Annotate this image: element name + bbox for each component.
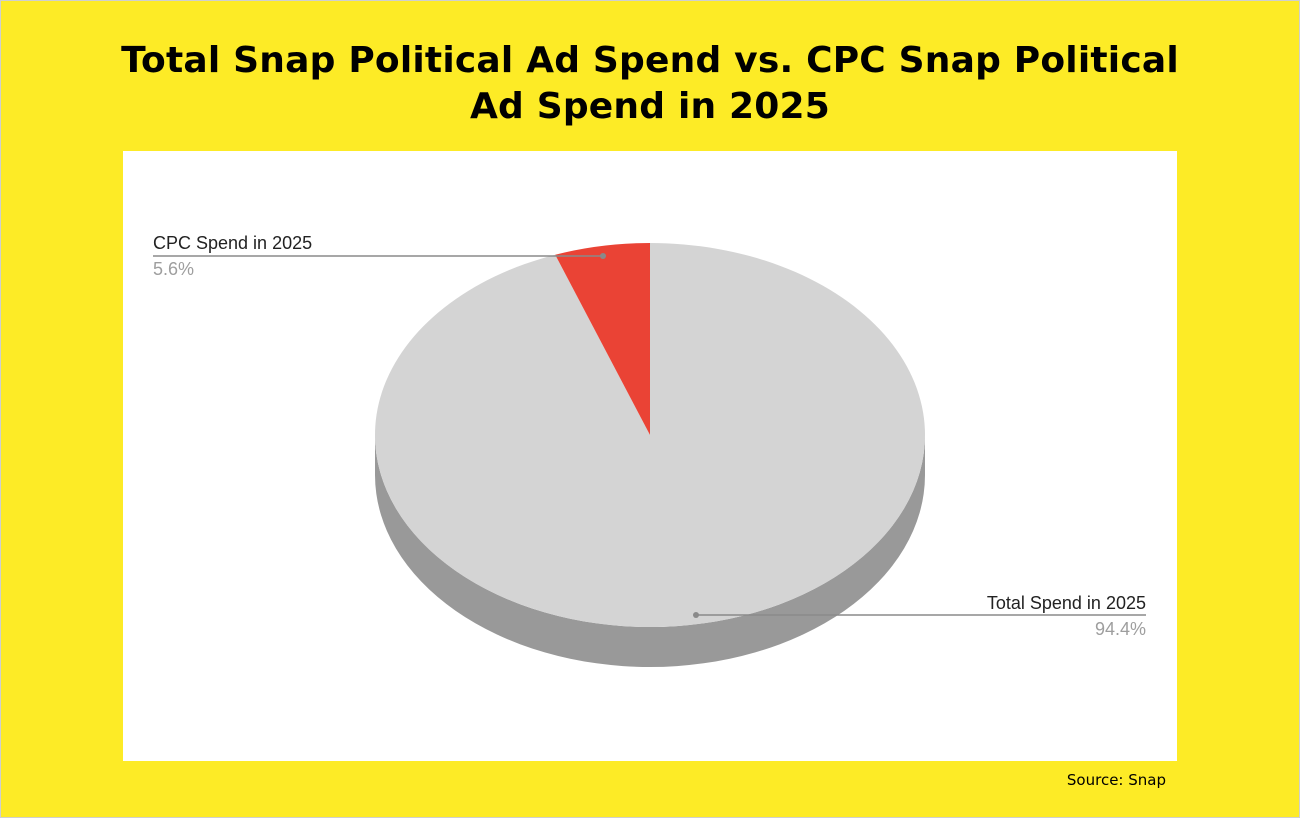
chart-title-line-2: Ad Spend in 2025	[469, 86, 831, 127]
total-leader-dot	[693, 612, 699, 618]
cpc-slice-percent: 5.6%	[153, 259, 194, 279]
pie-slice-cpc-spend	[555, 243, 650, 435]
total-slice-percent: 94.4%	[1095, 619, 1146, 639]
cpc-slice-label: CPC Spend in 2025	[153, 233, 312, 253]
pie-side-wall-total	[375, 435, 925, 667]
cpc-leader-dot	[600, 253, 606, 259]
chart-title-line-1: Total Snap Political Ad Spend vs. CPC Sn…	[121, 40, 1179, 81]
chart-panel: CPC Spend in 2025 5.6% Total Spend in 2025…	[123, 151, 1177, 761]
pie-chart: CPC Spend in 2025 5.6% Total Spend in 2025…	[153, 233, 1146, 667]
chart-title: Total Snap Political Ad Spend vs. CPC Sn…	[0, 38, 1300, 130]
source-note: Source: Snap	[1066, 771, 1166, 789]
total-slice-label: Total Spend in 2025	[987, 593, 1146, 613]
